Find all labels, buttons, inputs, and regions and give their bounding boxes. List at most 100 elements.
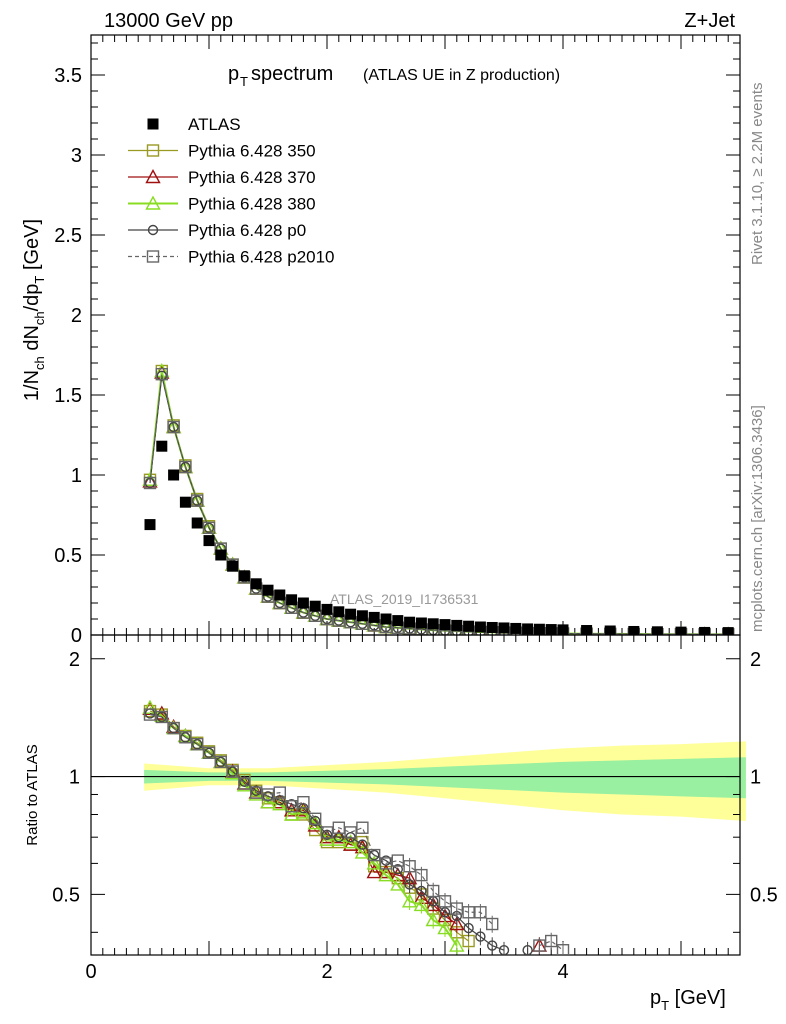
ratio-y-tick-label-right: 2 bbox=[750, 649, 761, 671]
legend-marker bbox=[146, 250, 160, 263]
series-marker bbox=[202, 521, 216, 534]
y-tick-label: 1.5 bbox=[54, 385, 82, 407]
ratio-series-marker bbox=[191, 738, 203, 750]
legend-marker bbox=[145, 169, 161, 184]
ratio-panel: 0 2 4 0.5 0.5 1 1 2 2 bbox=[52, 634, 778, 983]
ratio-series-marker bbox=[190, 737, 204, 751]
ratio-y-axis-label: Ratio to ATLAS bbox=[24, 744, 41, 845]
atlas-data-point bbox=[333, 606, 345, 618]
atlas-data-point bbox=[427, 618, 439, 630]
ratio-series-marker bbox=[203, 747, 215, 759]
ratio-series-marker bbox=[320, 826, 334, 839]
series-marker bbox=[180, 461, 191, 473]
ratio-series-marker bbox=[224, 765, 241, 780]
ratio-y-tick-label-right: 0.5 bbox=[750, 884, 778, 906]
ratio-series-marker bbox=[390, 876, 406, 891]
atlas-data-point bbox=[722, 627, 734, 635]
x-tick-label: 2 bbox=[321, 961, 332, 983]
ratio-series-marker bbox=[215, 756, 227, 768]
ratio-series-marker bbox=[180, 732, 191, 743]
legend-label: Pythia 6.428 370 bbox=[188, 168, 316, 187]
main-panel: 0 0.5 1 1.5 2 2.5 3 3.5 bbox=[54, 34, 741, 647]
legend-marker bbox=[145, 195, 161, 210]
y-tick-label: 0 bbox=[71, 625, 82, 647]
ratio-series-marker bbox=[391, 854, 404, 867]
svg-text:(ATLAS UE in Z production): (ATLAS UE in Z production) bbox=[363, 67, 560, 84]
x-tick-label: 0 bbox=[85, 961, 96, 983]
atlas-data-point bbox=[451, 619, 463, 631]
atlas-data-point bbox=[533, 623, 545, 635]
ratio-series-marker bbox=[309, 812, 322, 825]
y-tick-label: 2 bbox=[71, 305, 82, 327]
x-axis-label: pT [GeV] bbox=[650, 987, 726, 1013]
atlas-data-point bbox=[675, 626, 687, 635]
ratio-series-marker bbox=[156, 711, 168, 723]
atlas-data-point bbox=[203, 535, 215, 547]
ratio-series-marker bbox=[285, 800, 298, 813]
ratio-series-marker bbox=[332, 821, 345, 834]
plot-title: p T spectrum (ATLAS UE in Z production) bbox=[228, 63, 560, 89]
atlas-data-point bbox=[392, 615, 404, 627]
ratio-series-marker bbox=[310, 815, 321, 827]
series-marker bbox=[179, 460, 192, 474]
ratio-series-marker bbox=[273, 786, 286, 799]
ratio-series-marker bbox=[286, 798, 297, 810]
ratio-series-marker bbox=[142, 699, 158, 714]
ratio-band-inner bbox=[144, 757, 746, 799]
atlas-data-point bbox=[463, 620, 475, 632]
atlas-data-point bbox=[345, 608, 357, 620]
ratio-series-marker bbox=[261, 788, 275, 801]
y-tick-label: 0.5 bbox=[54, 545, 82, 567]
atlas-data-point bbox=[168, 469, 180, 481]
x-tick-label: 4 bbox=[557, 961, 568, 983]
ratio-series-marker bbox=[238, 777, 251, 790]
ratio-series-line bbox=[539, 940, 564, 951]
ratio-series-marker bbox=[227, 766, 238, 777]
main-data bbox=[142, 363, 735, 635]
atlas-data-point bbox=[557, 624, 569, 635]
series-marker bbox=[203, 522, 215, 533]
mcplots-label: mcplots.cern.ch [arXiv:1306.3436] bbox=[749, 405, 766, 632]
ratio-series-marker bbox=[143, 708, 157, 721]
ratio-y-tick-label: 0.5 bbox=[52, 884, 80, 906]
atlas-data-point bbox=[510, 622, 522, 634]
ratio-series-marker bbox=[249, 786, 263, 799]
title-subtitle: (ATLAS UE in Z production) bbox=[363, 67, 560, 84]
atlas-data-point bbox=[297, 597, 309, 609]
ratio-series-marker bbox=[260, 794, 276, 809]
svg-text:pT [GeV]: pT [GeV] bbox=[650, 987, 726, 1013]
series-marker bbox=[190, 494, 204, 507]
legend: ATLAS Pythia 6.428 350 Pythia 6.428 370 Pyt… bbox=[128, 115, 335, 267]
atlas-data-point bbox=[486, 621, 498, 633]
series-marker bbox=[168, 421, 179, 433]
rivet-label: Rivet 3.1.10, ≥ 2.2M events bbox=[749, 83, 766, 266]
atlas-data-point bbox=[191, 517, 203, 529]
atlas-data-point bbox=[179, 496, 191, 508]
atlas-data-point bbox=[498, 622, 510, 634]
y-tick-label: 3 bbox=[71, 145, 82, 167]
ratio-series-marker bbox=[168, 722, 179, 734]
ratio-frame bbox=[90, 634, 741, 956]
ratio-data bbox=[142, 699, 570, 955]
atlas-data-point bbox=[368, 611, 380, 623]
atlas-data-point bbox=[262, 584, 274, 596]
ratio-series-marker bbox=[226, 765, 239, 778]
series-marker bbox=[143, 476, 157, 490]
ratio-series-marker bbox=[202, 746, 216, 760]
ratio-series-marker bbox=[357, 839, 368, 850]
series-marker bbox=[167, 420, 180, 434]
atlas-data-point bbox=[309, 600, 321, 612]
main-y-axis-label: 1/Nch dNch/dpT [GeV] bbox=[21, 219, 47, 401]
ratio-series-marker bbox=[379, 857, 393, 870]
ratio-series-marker bbox=[179, 731, 192, 744]
legend-label: Pythia 6.428 350 bbox=[188, 142, 316, 161]
svg-text:p: p bbox=[228, 63, 239, 85]
ratio-series-marker bbox=[344, 826, 357, 839]
ratio-series-marker bbox=[369, 849, 380, 861]
legend-marker bbox=[147, 224, 159, 236]
atlas-data-point bbox=[699, 626, 711, 635]
ratio-series-marker bbox=[378, 867, 394, 882]
series-marker bbox=[191, 495, 203, 506]
atlas-data-point bbox=[250, 578, 262, 590]
atlas-data-point bbox=[651, 626, 663, 635]
